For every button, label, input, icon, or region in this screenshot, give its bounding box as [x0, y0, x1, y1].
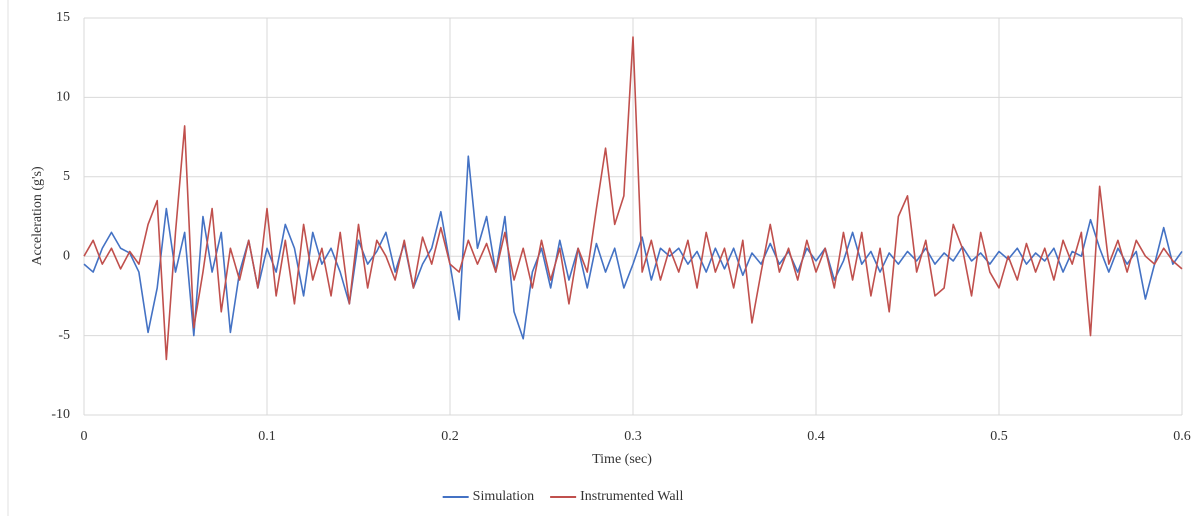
legend-label: Simulation: [473, 489, 534, 504]
y-tick-label: 10: [56, 90, 70, 105]
y-tick-label: -10: [51, 407, 70, 422]
y-tick-label: -5: [58, 328, 70, 343]
y-tick-label: 0: [63, 248, 70, 263]
x-tick-label: 0.2: [441, 429, 459, 444]
x-axis-title: Time (sec): [592, 452, 652, 467]
x-tick-label: 0.5: [990, 429, 1008, 444]
y-tick-label: 5: [63, 169, 70, 184]
x-tick-label: 0.3: [624, 429, 642, 444]
series-line: [83, 36, 1183, 361]
y-tick-label: 15: [56, 10, 70, 25]
series-line: [83, 155, 1183, 340]
x-tick-label: 0.6: [1173, 429, 1191, 444]
x-tick-label: 0.4: [807, 429, 825, 444]
x-tick-label: 0.1: [258, 429, 276, 444]
x-tick-label: 0: [81, 429, 88, 444]
y-axis-title: Acceleration (g's): [30, 166, 45, 266]
legend-label: Instrumented Wall: [580, 489, 683, 504]
